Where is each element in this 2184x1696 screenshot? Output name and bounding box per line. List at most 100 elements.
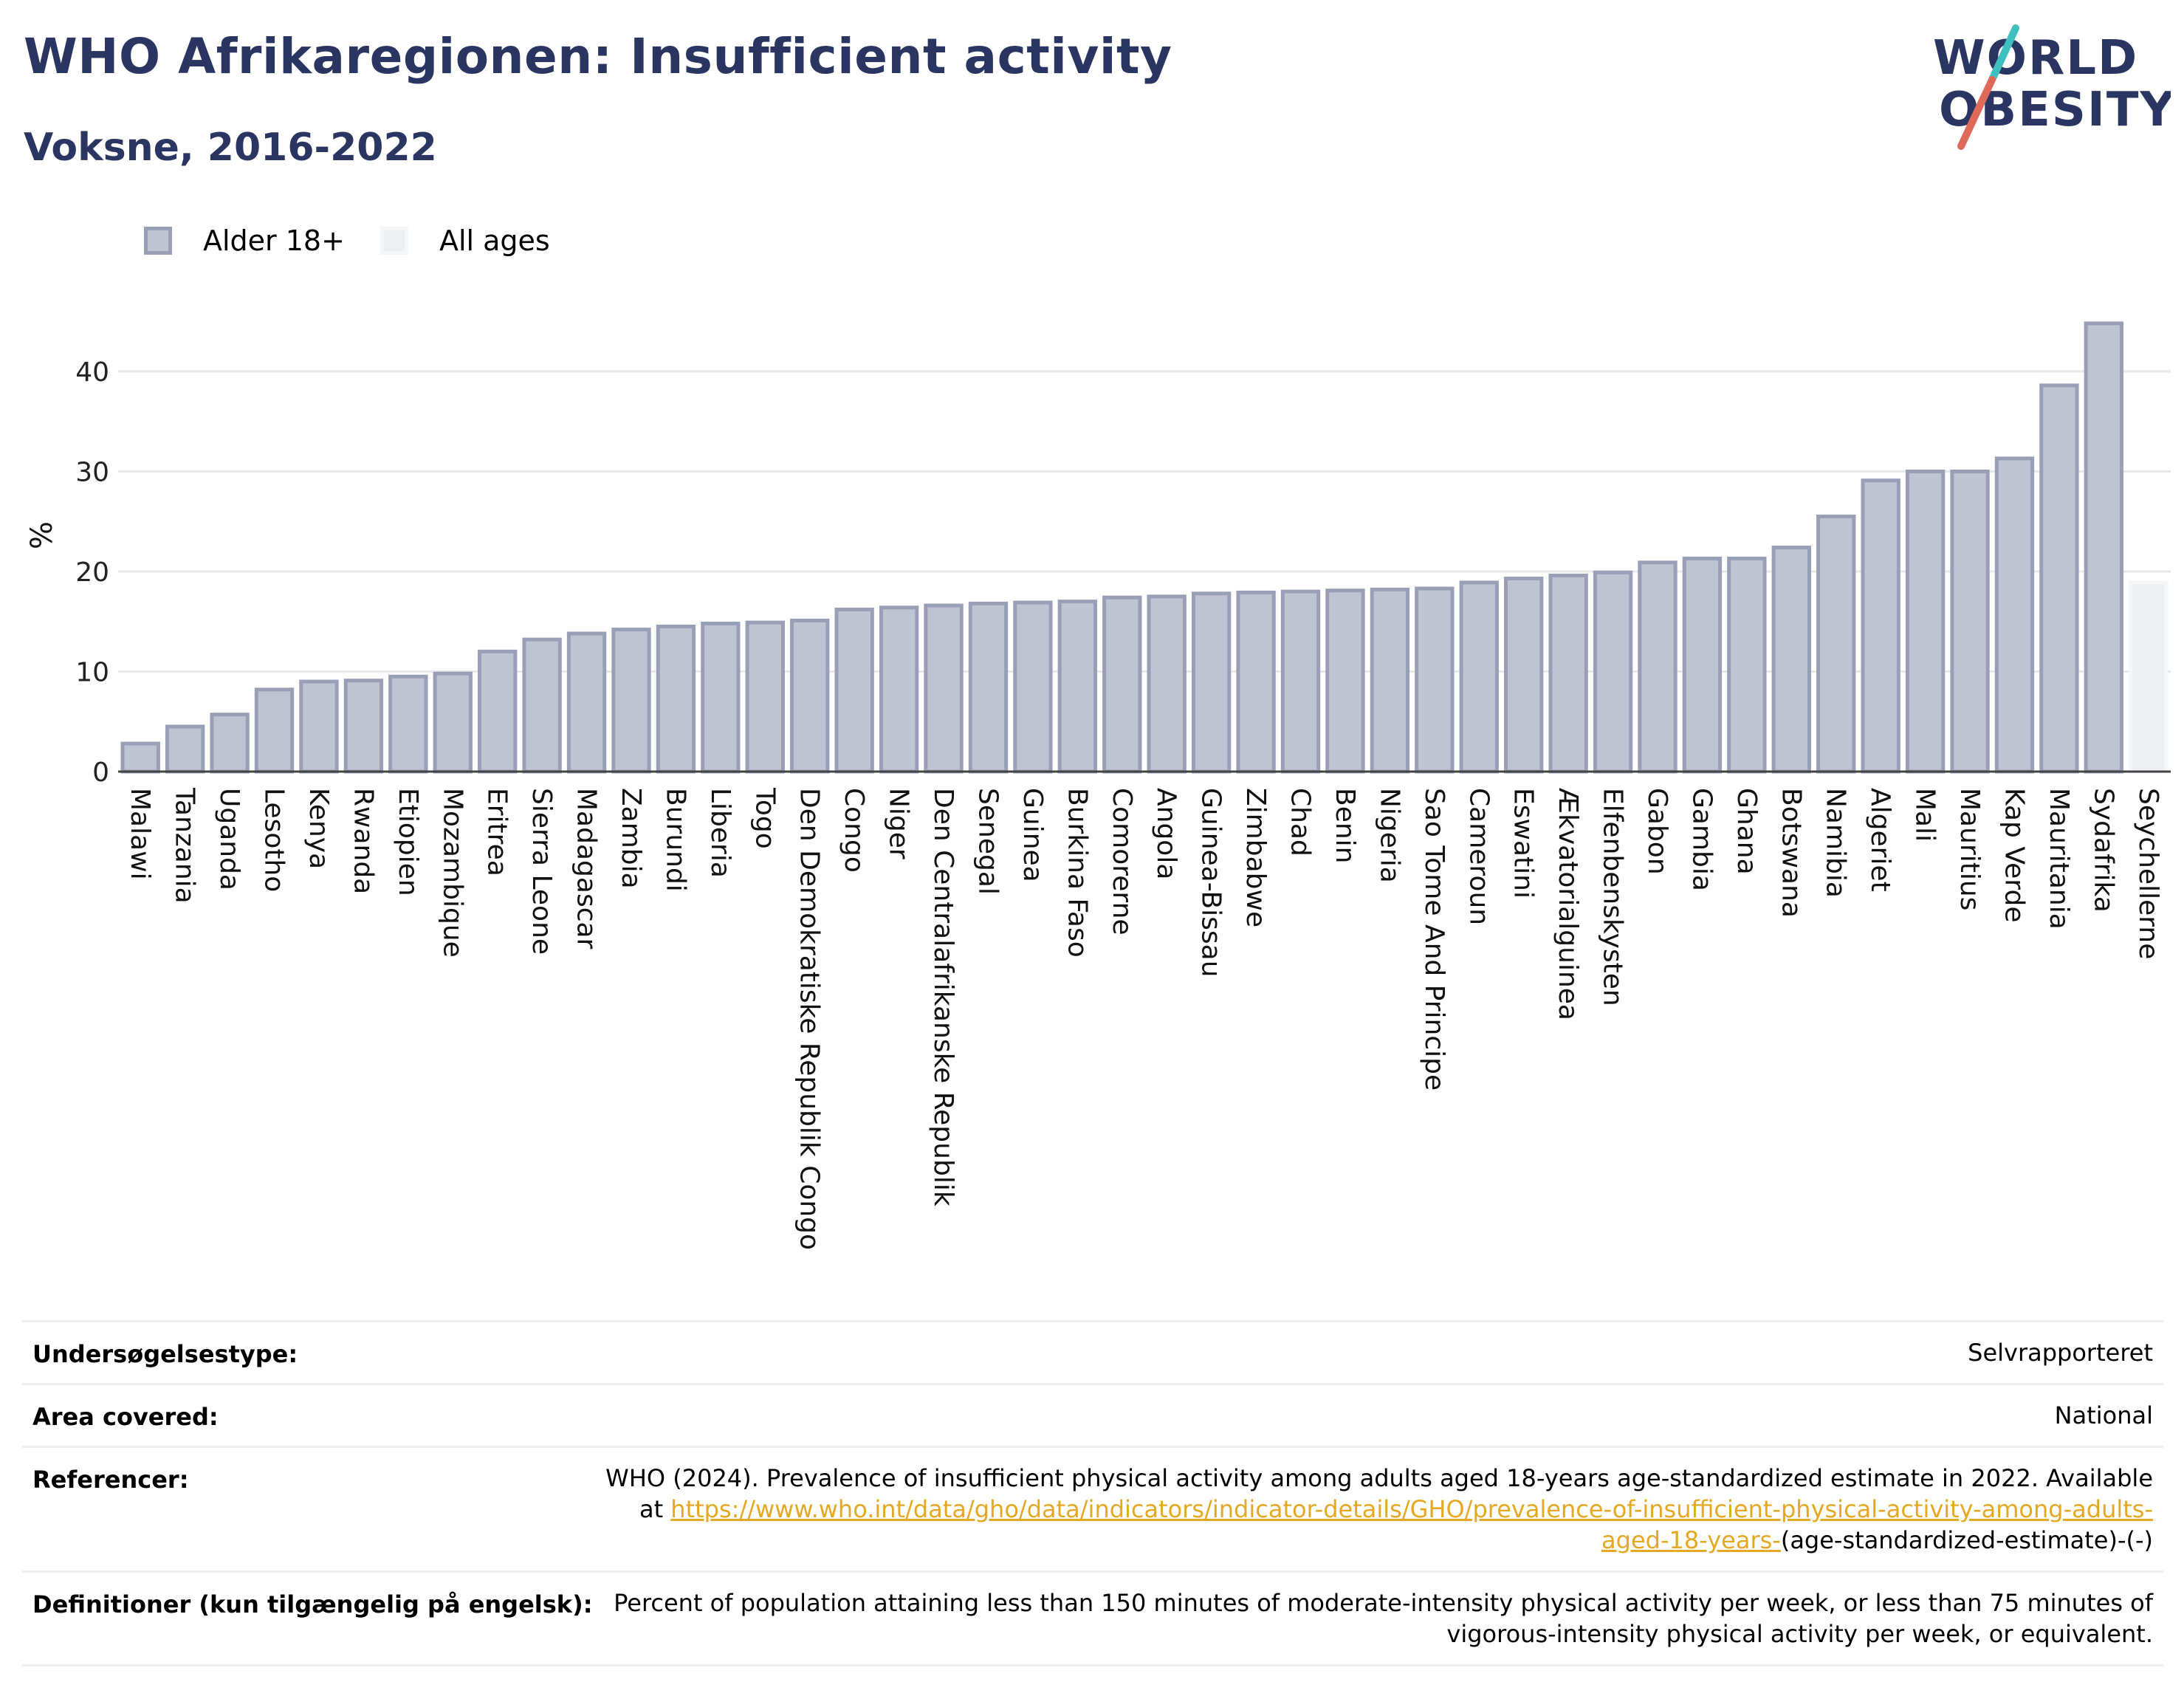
x-tick-label: Chad [1285,788,1316,856]
x-tick-label: Liberia [705,788,735,878]
bar-ækvatorialguinea[interactable] [1548,573,1588,774]
legend-item-all-ages[interactable]: All ages [380,224,550,257]
bar-uganda[interactable] [210,713,250,774]
x-tick-label: Zambia [616,788,646,889]
legend-item-adults[interactable]: Alder 18+ [144,224,345,257]
bar-madagascar[interactable] [566,631,607,774]
bar-botswana[interactable] [1771,545,1811,774]
bar-sierra-leone[interactable] [522,637,562,774]
x-tick-label: Namibia [1821,788,1851,898]
x-tick-label: Togo [749,787,780,849]
chart-legend: Alder 18+ All ages [144,219,586,263]
x-tick-label: Ghana [1731,788,1762,875]
legend-swatch-adults [144,227,172,255]
bar-comorerne[interactable] [1102,595,1142,774]
x-tick-label: Sao Tome And Principe [1419,788,1449,1091]
x-tick-label: Botswana [1776,788,1806,918]
bar-mauritius[interactable] [1950,470,1990,774]
bar-angola[interactable] [1147,594,1187,774]
logo-slash-upper [1988,24,2019,83]
x-tick-label: Uganda [214,788,244,890]
legend-label-all-ages: All ages [439,224,550,257]
bar-eritrea[interactable] [478,649,518,774]
survey-type-value: Selvrapporteret [1968,1339,2153,1367]
bar-gabon[interactable] [1638,560,1678,774]
references-link[interactable]: https://www.who.int/data/gho/data/indica… [670,1495,2153,1554]
x-tick-label: Mauritania [2044,788,2074,930]
legend-label-adults: Alder 18+ [203,224,345,257]
bar-gambia[interactable] [1682,556,1723,774]
x-tick-label: Etiopien [393,788,423,896]
page-title: WHO Afrikaregionen: Insufficient activit… [24,28,1172,85]
bar-chad[interactable] [1280,589,1321,774]
bar-guinea-bissau[interactable] [1191,591,1232,774]
references-tail: (age-standardized-estimate)-(-) [1780,1526,2153,1554]
page-subtitle: Voksne, 2016-2022 [24,126,437,170]
bar-guinea[interactable] [1013,600,1053,774]
bar-togo[interactable] [745,620,785,774]
bar-burkina-faso[interactable] [1057,600,1098,774]
x-tick-label: Gabon [1642,788,1672,875]
x-tick-label: Algeriet [1865,788,1895,892]
x-tick-label: Mauritius [1954,788,1985,910]
x-tick-label: Zimbabwe [1240,788,1271,927]
bar-benin[interactable] [1325,588,1365,774]
x-tick-label: Sydafrika [2088,788,2118,913]
bar-den-demokratiske-republik-congo[interactable] [790,618,830,774]
bar-den-centralafrikanske-republik[interactable] [924,603,964,774]
bar-burundi[interactable] [656,625,696,774]
y-tick-label: 40 [75,357,109,388]
bar-kap-verde[interactable] [1994,456,2035,774]
bar-rwanda[interactable] [343,679,384,774]
bar-seychellerne[interactable] [2129,580,2168,774]
bar-sydafrika[interactable] [2084,321,2124,774]
bar-mali[interactable] [1905,470,1946,774]
x-tick-label: Guinea [1017,788,1048,882]
bar-congo[interactable] [834,607,874,774]
x-tick-label: Den Demokratiske Republik Congo [794,788,825,1250]
bar-elfenbenskysten[interactable] [1593,570,1633,774]
bar-lesotho[interactable] [254,687,295,774]
bar-mozambique[interactable] [433,671,473,774]
bar-liberia[interactable] [701,621,741,774]
bar-cameroun[interactable] [1459,580,1499,774]
x-tick-label: Rwanda [348,788,378,894]
bar-malawi[interactable] [120,741,160,774]
bar-eswatini[interactable] [1504,576,1544,774]
x-tick-label: Mozambique [437,788,467,958]
x-tick-label: Congo [839,788,869,873]
y-tick-label: 20 [75,557,109,588]
x-tick-label: Elfenbenskysten [1598,788,1628,1006]
info-row-definitions: Definitioner (kun tilgængelig på engelsk… [22,1570,2163,1666]
x-tick-label: Den Centralafrikanske Republik [928,788,958,1206]
x-tick-label: Tanzania [170,787,200,904]
bar-ghana[interactable] [1727,556,1767,774]
x-tick-label: Benin [1330,788,1360,863]
bar-zambia[interactable] [611,628,651,774]
x-tick-label: Angola [1151,788,1181,879]
x-tick-label: Mali [1910,788,1940,842]
references-value: WHO (2024). Prevalence of insufficient p… [602,1448,2153,1570]
x-tick-label: Nigeria [1374,788,1404,883]
x-tick-label: Ækvatorialguinea [1553,788,1583,1020]
bar-algeriet[interactable] [1861,478,1900,774]
bar-kenya[interactable] [299,679,339,774]
bar-niger[interactable] [879,605,919,774]
bar-namibia[interactable] [1816,514,1856,774]
x-tick-label: Eswatini [1508,788,1539,899]
bar-tanzania[interactable] [165,724,205,774]
definitions-value: Percent of population attaining less tha… [614,1589,2153,1648]
references-text: WHO (2024). Prevalence of insufficient p… [605,1464,2153,1523]
bar-nigeria[interactable] [1370,587,1410,774]
bar-zimbabwe[interactable] [1236,590,1276,774]
y-axis-label: % [25,521,59,549]
area-label: Area covered: [32,1403,219,1431]
info-row-references: Referencer: WHO (2024). Prevalence of in… [22,1446,2163,1570]
definitions-label: Definitioner (kun tilgængelig på engelsk… [32,1590,593,1618]
bar-mauritania[interactable] [2039,383,2079,774]
bar-sao-tome-and-principe[interactable] [1415,586,1455,774]
x-tick-label: Kap Verde [1999,788,2029,922]
x-tick-label: Seychellerne [2133,788,2163,959]
bar-senegal[interactable] [968,601,1009,774]
bar-etiopien[interactable] [388,674,428,774]
